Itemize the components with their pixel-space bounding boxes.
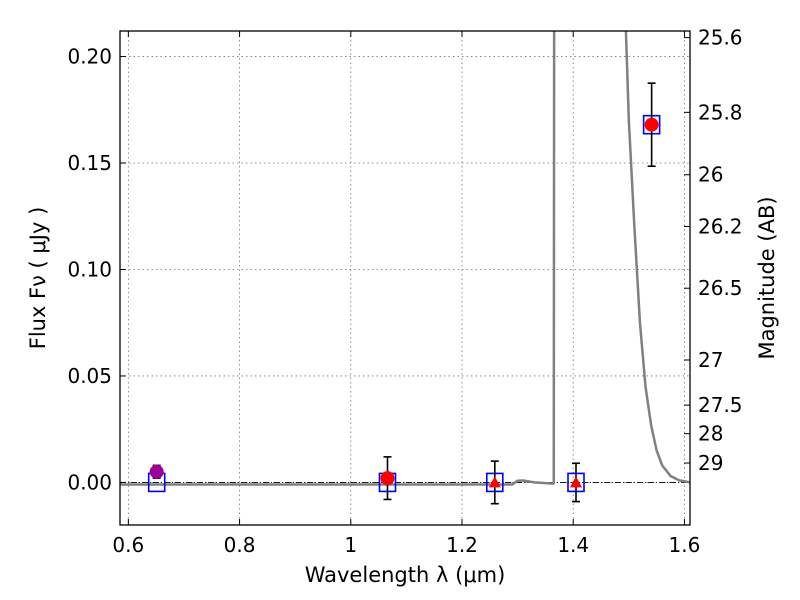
plot-frame bbox=[119, 30, 691, 526]
observed-point bbox=[149, 464, 164, 479]
upper-limit-marker bbox=[488, 476, 501, 488]
y2-axis-title: Magnitude (AB) bbox=[755, 196, 779, 359]
x-tick-label: 1 bbox=[344, 533, 357, 557]
y-tick-label: 0.10 bbox=[67, 257, 112, 281]
mag-tick-label: 26.5 bbox=[698, 276, 743, 300]
mag-tick-label: 26.2 bbox=[698, 214, 743, 238]
plot-data bbox=[120, 31, 690, 505]
model-spectrum-line bbox=[120, 31, 690, 486]
axis-ticks: 0.6 0.8 1 1.2 1.4 1.6 0.00 0.05 0.10 0.15 0.20 25.6… bbox=[67, 26, 742, 557]
x-tick-label: 0.8 bbox=[224, 533, 256, 557]
mag-tick-label: 29 bbox=[698, 451, 723, 475]
grid-lines bbox=[120, 31, 690, 525]
x-tick-label: 1.4 bbox=[557, 533, 589, 557]
upper-limit-marker bbox=[570, 476, 582, 488]
x-tick-label: 1.6 bbox=[669, 533, 701, 557]
y-tick-label: 0.00 bbox=[67, 470, 112, 494]
x-tick-label: 0.6 bbox=[112, 533, 144, 557]
y-axis-title: Flux Fν ( μJy ) bbox=[26, 207, 50, 350]
mag-tick-label: 25.8 bbox=[698, 100, 743, 124]
mag-tick-label: 27.5 bbox=[698, 393, 743, 417]
mag-tick-label: 26 bbox=[698, 163, 723, 187]
x-tick-label: 1.2 bbox=[446, 533, 478, 557]
x-axis-title: Wavelength λ (μm) bbox=[305, 563, 506, 587]
mag-tick-label: 27 bbox=[698, 348, 723, 372]
mag-tick-label: 28 bbox=[698, 422, 723, 446]
y-tick-label: 0.05 bbox=[67, 364, 112, 388]
observed-point bbox=[644, 117, 659, 132]
y-tick-label: 0.15 bbox=[67, 151, 112, 175]
photometry-series bbox=[147, 82, 661, 505]
mag-tick-label: 25.6 bbox=[698, 26, 743, 50]
model-spectrum-series bbox=[120, 31, 690, 486]
observed-point bbox=[380, 471, 395, 486]
y-tick-label: 0.20 bbox=[67, 45, 112, 69]
